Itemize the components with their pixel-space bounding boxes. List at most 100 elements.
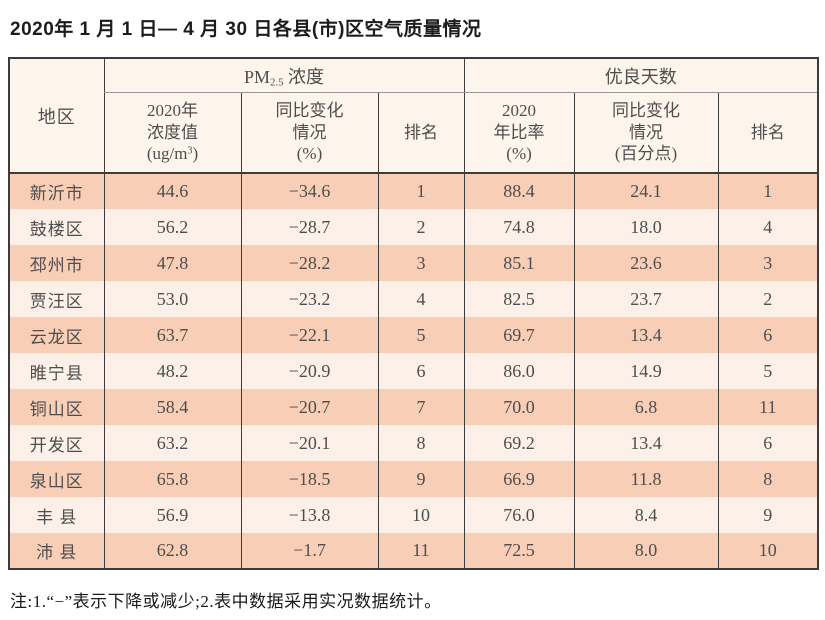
column-header-days-ratio: 2020 年比率 (%) — [463, 92, 575, 174]
cell-pm-rank: 10 — [377, 497, 465, 533]
group-header-pm25: PM2.5 浓度 — [103, 58, 465, 93]
days-ratio-unit: (%) — [506, 144, 532, 164]
cell-pm-value: 47.8 — [103, 245, 241, 281]
page-title: 2020年 1 月 1 日— 4 月 30 日各县(市)区空气质量情况 — [10, 19, 482, 40]
table-row: 邳州市 47.8 −28.2 3 85.1 23.6 3 — [9, 245, 819, 281]
footnote: 注:1.“−”表示下降或减少;2.表中数据采用实况数据统计。 — [10, 592, 442, 611]
cell-pm-rank: 5 — [377, 317, 465, 353]
cell-pm-value: 63.2 — [103, 425, 241, 461]
column-header-days-rank: 排名 — [717, 92, 819, 174]
cell-days-change: 23.6 — [573, 245, 719, 281]
cell-days-rank: 9 — [717, 497, 819, 533]
table-row: 睢宁县 48.2 −20.9 6 86.0 14.9 5 — [9, 353, 819, 389]
cell-pm-change: −20.9 — [240, 353, 378, 389]
cell-pm-change: −28.2 — [240, 245, 378, 281]
cell-days-change: 13.4 — [573, 425, 719, 461]
pm-change-line1: 同比变化 — [275, 100, 344, 120]
group-header-good-days: 优良天数 — [463, 58, 819, 93]
cell-days-ratio: 76.0 — [463, 497, 575, 533]
cell-days-rank: 8 — [717, 461, 819, 497]
cell-days-rank: 10 — [717, 533, 819, 569]
cell-region: 丰 县 — [9, 497, 104, 533]
cell-region: 邳州市 — [9, 245, 104, 281]
cell-days-rank: 6 — [717, 317, 819, 353]
pm-value-line1: 2020年 — [147, 100, 198, 120]
cell-days-ratio: 85.1 — [463, 245, 575, 281]
cell-days-rank: 6 — [717, 425, 819, 461]
cell-region: 贾汪区 — [9, 281, 104, 317]
cell-pm-rank: 3 — [377, 245, 465, 281]
cell-pm-rank: 1 — [377, 173, 465, 209]
cell-region: 泉山区 — [9, 461, 104, 497]
cell-days-ratio: 66.9 — [463, 461, 575, 497]
pm-change-line2: 情况 — [292, 122, 327, 142]
table-row: 开发区 63.2 −20.1 8 69.2 13.4 6 — [9, 425, 819, 461]
cell-days-ratio: 69.7 — [463, 317, 575, 353]
cell-pm-change: −13.8 — [240, 497, 378, 533]
cell-pm-value: 63.7 — [103, 317, 241, 353]
pm-value-unit: (ug/m3) — [146, 144, 199, 164]
pm25-label-prefix: PM — [244, 66, 271, 87]
cell-days-change: 6.8 — [573, 389, 719, 425]
cell-pm-rank: 4 — [377, 281, 465, 317]
table-row: 铜山区 58.4 −20.7 7 70.0 6.8 11 — [9, 389, 819, 425]
cell-pm-change: −1.7 — [240, 533, 378, 569]
cell-pm-rank: 11 — [377, 533, 465, 569]
cell-pm-change: −34.6 — [240, 173, 378, 209]
cell-pm-change: −28.7 — [240, 209, 378, 245]
cell-pm-value: 65.8 — [103, 461, 241, 497]
table-row: 鼓楼区 56.2 −28.7 2 74.8 18.0 4 — [9, 209, 819, 245]
cell-pm-rank: 8 — [377, 425, 465, 461]
cell-pm-value: 44.6 — [103, 173, 241, 209]
table-row: 云龙区 63.7 −22.1 5 69.7 13.4 6 — [9, 317, 819, 353]
cell-days-change: 13.4 — [573, 317, 719, 353]
pm25-label-suffix: 浓度 — [283, 66, 325, 87]
cell-region: 鼓楼区 — [9, 209, 104, 245]
days-change-unit: (百分点) — [614, 144, 678, 164]
table-header: 地区 PM2.5 浓度 优良天数 2020年 浓度值 (ug/m3) 同比变化 … — [9, 58, 819, 174]
cell-region: 铜山区 — [9, 389, 104, 425]
cell-pm-change: −18.5 — [240, 461, 378, 497]
cell-pm-rank: 7 — [377, 389, 465, 425]
cell-days-ratio: 82.5 — [463, 281, 575, 317]
column-header-days-change: 同比变化 情况 (百分点) — [573, 92, 719, 174]
cell-pm-change: −20.1 — [240, 425, 378, 461]
cell-days-rank: 4 — [717, 209, 819, 245]
days-change-line1: 同比变化 — [612, 100, 681, 120]
sub-header-row: 2020年 浓度值 (ug/m3) 同比变化 情况 (%) 排名 2020 年比… — [9, 92, 819, 174]
pm-change-unit: (%) — [296, 144, 323, 164]
cell-days-change: 11.8 — [573, 461, 719, 497]
table-row: 新沂市 44.6 −34.6 1 88.4 24.1 1 — [9, 173, 819, 209]
column-header-region: 地区 — [9, 58, 104, 174]
cell-days-ratio: 74.8 — [463, 209, 575, 245]
days-ratio-line1: 2020 — [502, 100, 537, 120]
air-quality-table: 地区 PM2.5 浓度 优良天数 2020年 浓度值 (ug/m3) 同比变化 … — [8, 57, 820, 570]
cell-pm-change: −23.2 — [240, 281, 378, 317]
cell-days-change: 8.0 — [573, 533, 719, 569]
cell-days-rank: 3 — [717, 245, 819, 281]
days-ratio-line2: 年比率 — [493, 122, 545, 142]
cell-pm-rank: 6 — [377, 353, 465, 389]
cell-pm-value: 53.0 — [103, 281, 241, 317]
cell-pm-rank: 9 — [377, 461, 465, 497]
cell-pm-value: 56.2 — [103, 209, 241, 245]
table-row: 沛 县 62.8 −1.7 11 72.5 8.0 10 — [9, 533, 819, 569]
pm-value-line2: 浓度值 — [147, 122, 198, 142]
cell-region: 睢宁县 — [9, 353, 104, 389]
cell-pm-value: 62.8 — [103, 533, 241, 569]
cell-days-change: 23.7 — [573, 281, 719, 317]
days-change-line2: 情况 — [629, 122, 664, 142]
cell-days-rank: 1 — [717, 173, 819, 209]
cell-days-change: 14.9 — [573, 353, 719, 389]
cell-days-rank: 2 — [717, 281, 819, 317]
cell-days-rank: 11 — [717, 389, 819, 425]
cell-days-ratio: 69.2 — [463, 425, 575, 461]
table-row: 泉山区 65.8 −18.5 9 66.9 11.8 8 — [9, 461, 819, 497]
cell-days-rank: 5 — [717, 353, 819, 389]
cell-pm-value: 58.4 — [103, 389, 241, 425]
cell-pm-change: −22.1 — [240, 317, 378, 353]
cell-region: 新沂市 — [9, 173, 104, 209]
cell-pm-value: 48.2 — [103, 353, 241, 389]
cell-days-ratio: 86.0 — [463, 353, 575, 389]
